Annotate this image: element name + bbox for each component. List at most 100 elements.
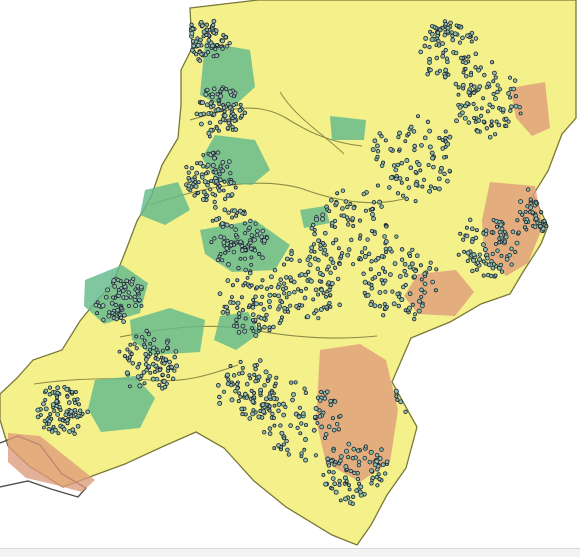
map-point-marker[interactable] — [124, 295, 129, 300]
map-point-marker[interactable] — [73, 390, 78, 394]
map-point-marker[interactable] — [254, 301, 259, 307]
map-point-marker[interactable] — [311, 427, 317, 433]
map-point-marker[interactable] — [231, 373, 237, 378]
map-point-marker[interactable] — [226, 262, 231, 267]
map-point-marker[interactable] — [335, 191, 340, 196]
map-point-marker[interactable] — [279, 318, 284, 323]
map-point-marker[interactable] — [253, 379, 258, 384]
map-point-marker[interactable] — [233, 388, 238, 394]
map-point-marker[interactable] — [303, 390, 309, 395]
map-point-marker[interactable] — [368, 449, 374, 455]
map-point-marker[interactable] — [129, 352, 134, 356]
map-point-marker[interactable] — [433, 288, 438, 293]
map-point-marker[interactable] — [382, 234, 387, 239]
map-point-marker[interactable] — [230, 215, 235, 220]
map-point-marker[interactable] — [466, 90, 471, 95]
map-point-marker[interactable] — [220, 159, 226, 165]
map-point-marker[interactable] — [530, 210, 535, 215]
map-point-marker[interactable] — [509, 246, 514, 252]
map-point-marker[interactable] — [225, 372, 231, 378]
map-point-marker[interactable] — [286, 291, 292, 296]
map-point-marker[interactable] — [301, 411, 306, 416]
map-point-marker[interactable] — [394, 394, 399, 399]
map-point-marker[interactable] — [111, 315, 116, 320]
map-point-marker[interactable] — [490, 265, 496, 271]
map-point-marker[interactable] — [216, 98, 221, 103]
map-point-marker[interactable] — [492, 70, 497, 76]
map-point-marker[interactable] — [305, 314, 311, 320]
map-point-marker[interactable] — [115, 277, 121, 283]
map-point-marker[interactable] — [126, 290, 131, 295]
map-point-marker[interactable] — [213, 170, 219, 175]
map-point-marker[interactable] — [503, 116, 509, 122]
map-point-marker[interactable] — [131, 276, 136, 281]
map-point-marker[interactable] — [418, 263, 423, 268]
map-point-marker[interactable] — [457, 104, 463, 110]
map-point-marker[interactable] — [109, 300, 115, 306]
map-point-marker[interactable] — [514, 240, 520, 246]
map-point-marker[interactable] — [412, 143, 418, 149]
map-point-marker[interactable] — [445, 178, 450, 184]
map-point-marker[interactable] — [204, 171, 208, 176]
map-point-marker[interactable] — [427, 144, 433, 150]
map-point-marker[interactable] — [269, 390, 274, 395]
map-point-marker[interactable] — [124, 370, 130, 376]
map-point-marker[interactable] — [211, 86, 217, 91]
map-point-marker[interactable] — [248, 376, 253, 381]
map-point-marker[interactable] — [256, 374, 262, 380]
map-point-marker[interactable] — [297, 258, 302, 263]
map-point-marker[interactable] — [533, 216, 539, 222]
map-point-marker[interactable] — [507, 75, 513, 80]
map-point-marker[interactable] — [344, 215, 350, 220]
map-point-marker[interactable] — [502, 230, 507, 234]
map-point-marker[interactable] — [250, 399, 256, 404]
map-point-marker[interactable] — [170, 376, 176, 382]
map-point-marker[interactable] — [493, 273, 498, 278]
map-point-marker[interactable] — [542, 219, 547, 223]
map-point-marker[interactable] — [318, 398, 323, 403]
map-point-marker[interactable] — [93, 302, 99, 308]
map-point-marker[interactable] — [267, 304, 272, 310]
map-point-marker[interactable] — [332, 481, 338, 487]
map-point-marker[interactable] — [341, 213, 347, 218]
map-point-marker[interactable] — [267, 328, 272, 333]
map-point-marker[interactable] — [302, 447, 307, 452]
map-point-marker[interactable] — [418, 168, 423, 173]
map-point-marker[interactable] — [394, 176, 399, 182]
map-point-marker[interactable] — [225, 238, 230, 243]
map-point-marker[interactable] — [115, 307, 120, 313]
map-point-marker[interactable] — [230, 283, 235, 288]
map-point-marker[interactable] — [306, 269, 311, 275]
map-point-marker[interactable] — [163, 357, 169, 362]
map-point-marker[interactable] — [111, 278, 117, 284]
map-point-marker[interactable] — [234, 381, 240, 387]
map-point-marker[interactable] — [75, 397, 80, 402]
map-point-marker[interactable] — [322, 396, 328, 401]
map-point-marker[interactable] — [220, 117, 226, 122]
map-point-marker[interactable] — [419, 294, 424, 299]
map-point-marker[interactable] — [144, 367, 149, 373]
map-point-marker[interactable] — [253, 333, 259, 338]
map-point-marker[interactable] — [338, 413, 343, 419]
map-point-marker[interactable] — [384, 459, 390, 465]
map-point-marker[interactable] — [260, 402, 266, 408]
map-point-marker[interactable] — [388, 175, 394, 181]
map-point-marker[interactable] — [504, 256, 510, 262]
map-point-marker[interactable] — [398, 399, 404, 405]
map-point-marker[interactable] — [211, 22, 216, 28]
map-point-marker[interactable] — [473, 36, 479, 41]
map-point-marker[interactable] — [212, 199, 217, 205]
map-point-marker[interactable] — [340, 188, 346, 193]
map-point-marker[interactable] — [70, 427, 76, 433]
map-point-marker[interactable] — [493, 132, 498, 137]
map-point-marker[interactable] — [137, 361, 142, 366]
map-point-marker[interactable] — [465, 33, 470, 38]
map-point-marker[interactable] — [358, 257, 363, 262]
map-point-marker[interactable] — [427, 188, 433, 194]
map-point-marker[interactable] — [513, 249, 518, 255]
map-point-marker[interactable] — [316, 292, 321, 297]
map-point-marker[interactable] — [204, 27, 210, 32]
map-point-marker[interactable] — [371, 216, 377, 222]
map-point-marker[interactable] — [214, 179, 219, 184]
map-point-marker[interactable] — [346, 247, 352, 252]
